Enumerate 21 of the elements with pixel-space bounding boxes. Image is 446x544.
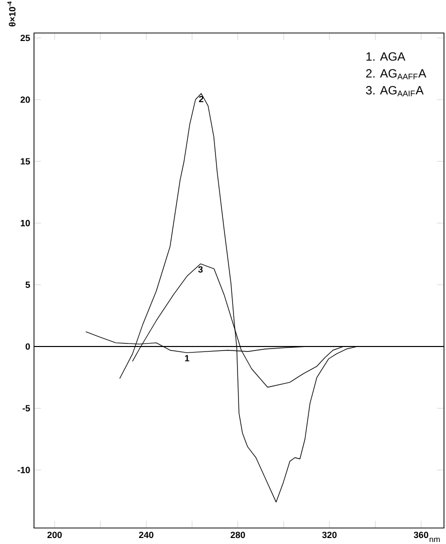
x-tick-label: 320 [322, 532, 337, 538]
y-tick-label: 20 [20, 96, 30, 103]
y-tick-label: 25 [20, 34, 30, 42]
x-tick-label: 200 [47, 532, 62, 538]
annotation: 3 [198, 266, 203, 273]
annotation: 1 [185, 355, 190, 362]
y-tick-label: 0 [26, 343, 30, 350]
y-tick-label: -10 [18, 466, 30, 474]
y-axis-title: θ×10$^{-4}$ [7, 1, 16, 26]
y-tick-label: 5 [26, 282, 30, 288]
x-axis-title: nm [430, 538, 440, 542]
x-tick-label: 280 [230, 532, 245, 538]
annotation: 2 [199, 96, 204, 102]
y-tick-label: -5 [22, 405, 30, 412]
x-tick-label: 360 [414, 532, 428, 538]
text: 2. AG$_{AAFF}$A [366, 69, 426, 80]
text: 3. AG$_{AAIF}$A [366, 86, 424, 96]
x-tick-label: 240 [139, 532, 154, 538]
y-tick-label: 15 [20, 158, 30, 165]
y-tick-label: 10 [20, 220, 30, 226]
text: 1. AGA [366, 52, 406, 61]
